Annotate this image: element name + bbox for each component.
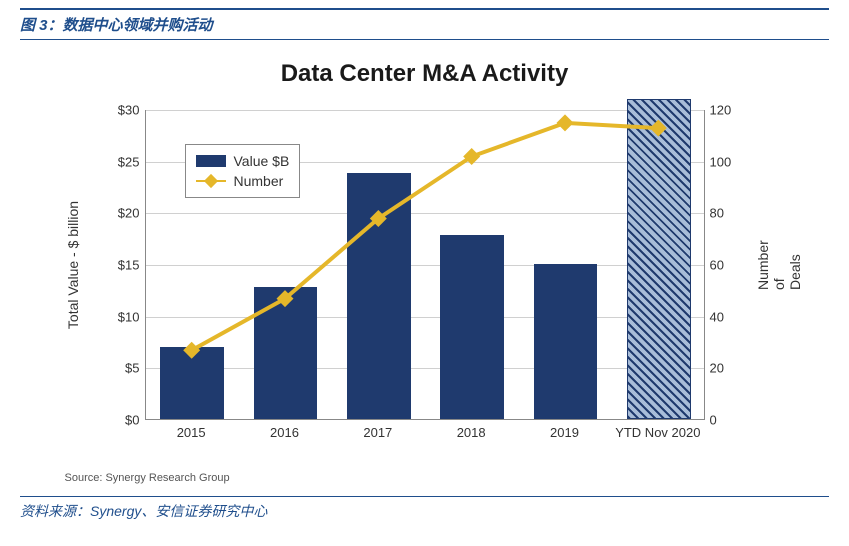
y2-axis-title: Number of Deals xyxy=(755,240,803,290)
y1-axis-title: Total Value - $ billion xyxy=(65,201,81,329)
figure-caption: 图 3：数据中心领域并购活动 xyxy=(20,17,213,34)
y2-tick-label: 40 xyxy=(710,309,740,324)
figure-footer: 资料来源：Synergy、安信证券研究中心 xyxy=(20,496,829,521)
y1-tick-label: $5 xyxy=(100,361,140,376)
y1-tick-label: $0 xyxy=(100,413,140,428)
x-tick-label: YTD Nov 2020 xyxy=(611,425,704,440)
legend: Value $B Number xyxy=(185,144,301,198)
x-tick-label: 2016 xyxy=(238,425,331,440)
chart-source: Source: Synergy Research Group xyxy=(65,472,230,484)
figure-header: 图 3：数据中心领域并购活动 xyxy=(20,8,829,40)
y2-tick-label: 100 xyxy=(710,154,740,169)
legend-swatch-line xyxy=(196,180,226,182)
legend-item-line: Number xyxy=(196,171,290,191)
y2-tick-label: 0 xyxy=(710,413,740,428)
x-tick-label: 2017 xyxy=(331,425,424,440)
legend-item-bars: Value $B xyxy=(196,151,290,171)
chart-title: Data Center M&A Activity xyxy=(45,52,805,88)
legend-label-bars: Value $B xyxy=(234,153,290,169)
legend-label-line: Number xyxy=(234,173,284,189)
chart-container: Data Center M&A Activity Value $B Number… xyxy=(45,52,805,492)
y2-tick-label: 60 xyxy=(710,258,740,273)
legend-swatch-bar xyxy=(196,155,226,167)
y1-tick-label: $25 xyxy=(100,154,140,169)
y1-tick-label: $30 xyxy=(100,103,140,118)
y2-tick-label: 20 xyxy=(710,361,740,376)
y2-tick-label: 80 xyxy=(710,206,740,221)
x-tick-label: 2015 xyxy=(144,425,237,440)
x-tick-label: 2018 xyxy=(424,425,517,440)
x-tick-label: 2019 xyxy=(518,425,611,440)
figure-source: 资料来源：Synergy、安信证券研究中心 xyxy=(20,503,267,519)
y2-tick-label: 120 xyxy=(710,103,740,118)
y1-tick-label: $20 xyxy=(100,206,140,221)
y1-tick-label: $10 xyxy=(100,309,140,324)
y1-tick-label: $15 xyxy=(100,258,140,273)
figure-frame: 图 3：数据中心领域并购活动 Data Center M&A Activity … xyxy=(0,0,849,546)
